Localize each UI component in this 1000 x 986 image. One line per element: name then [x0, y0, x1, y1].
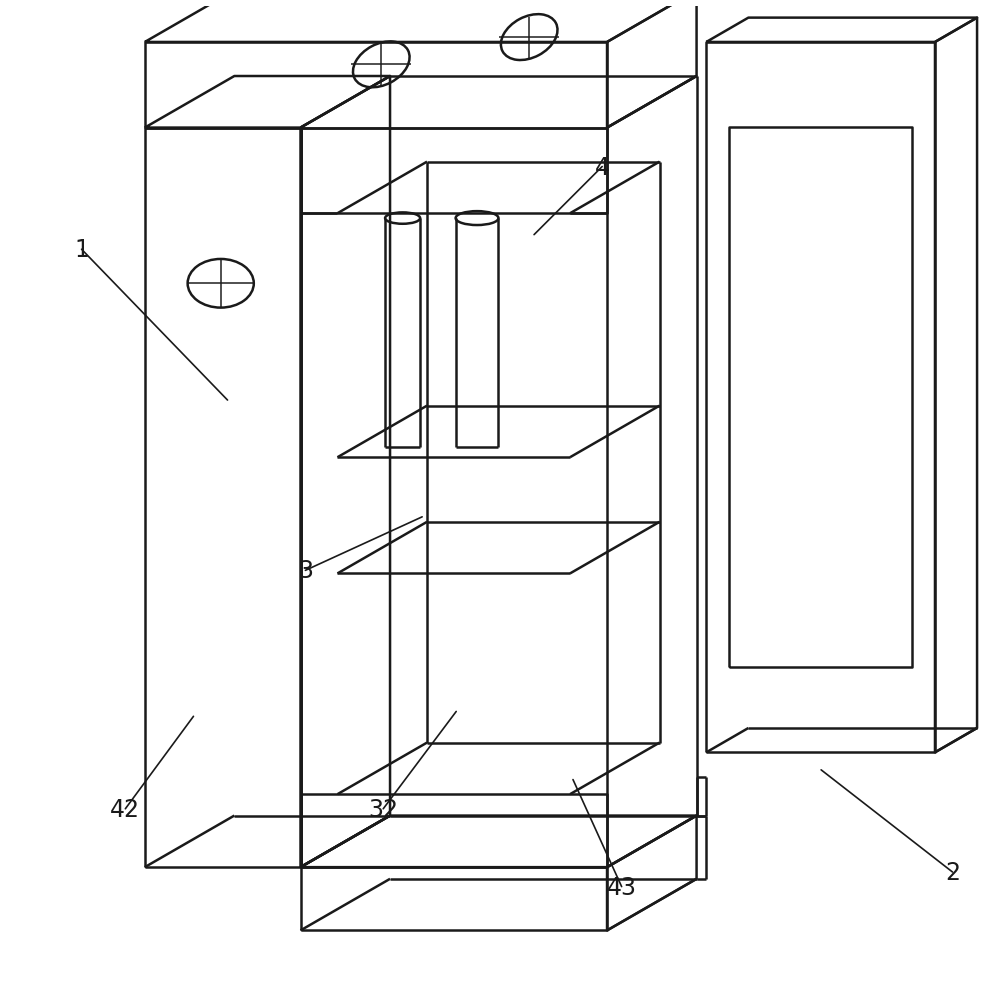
- Text: 1: 1: [74, 238, 89, 262]
- Text: 2: 2: [945, 860, 960, 884]
- Text: 3: 3: [298, 559, 313, 583]
- Text: 32: 32: [368, 797, 398, 821]
- Text: 42: 42: [110, 797, 140, 821]
- Text: 4: 4: [595, 156, 610, 179]
- Text: 43: 43: [607, 875, 637, 898]
